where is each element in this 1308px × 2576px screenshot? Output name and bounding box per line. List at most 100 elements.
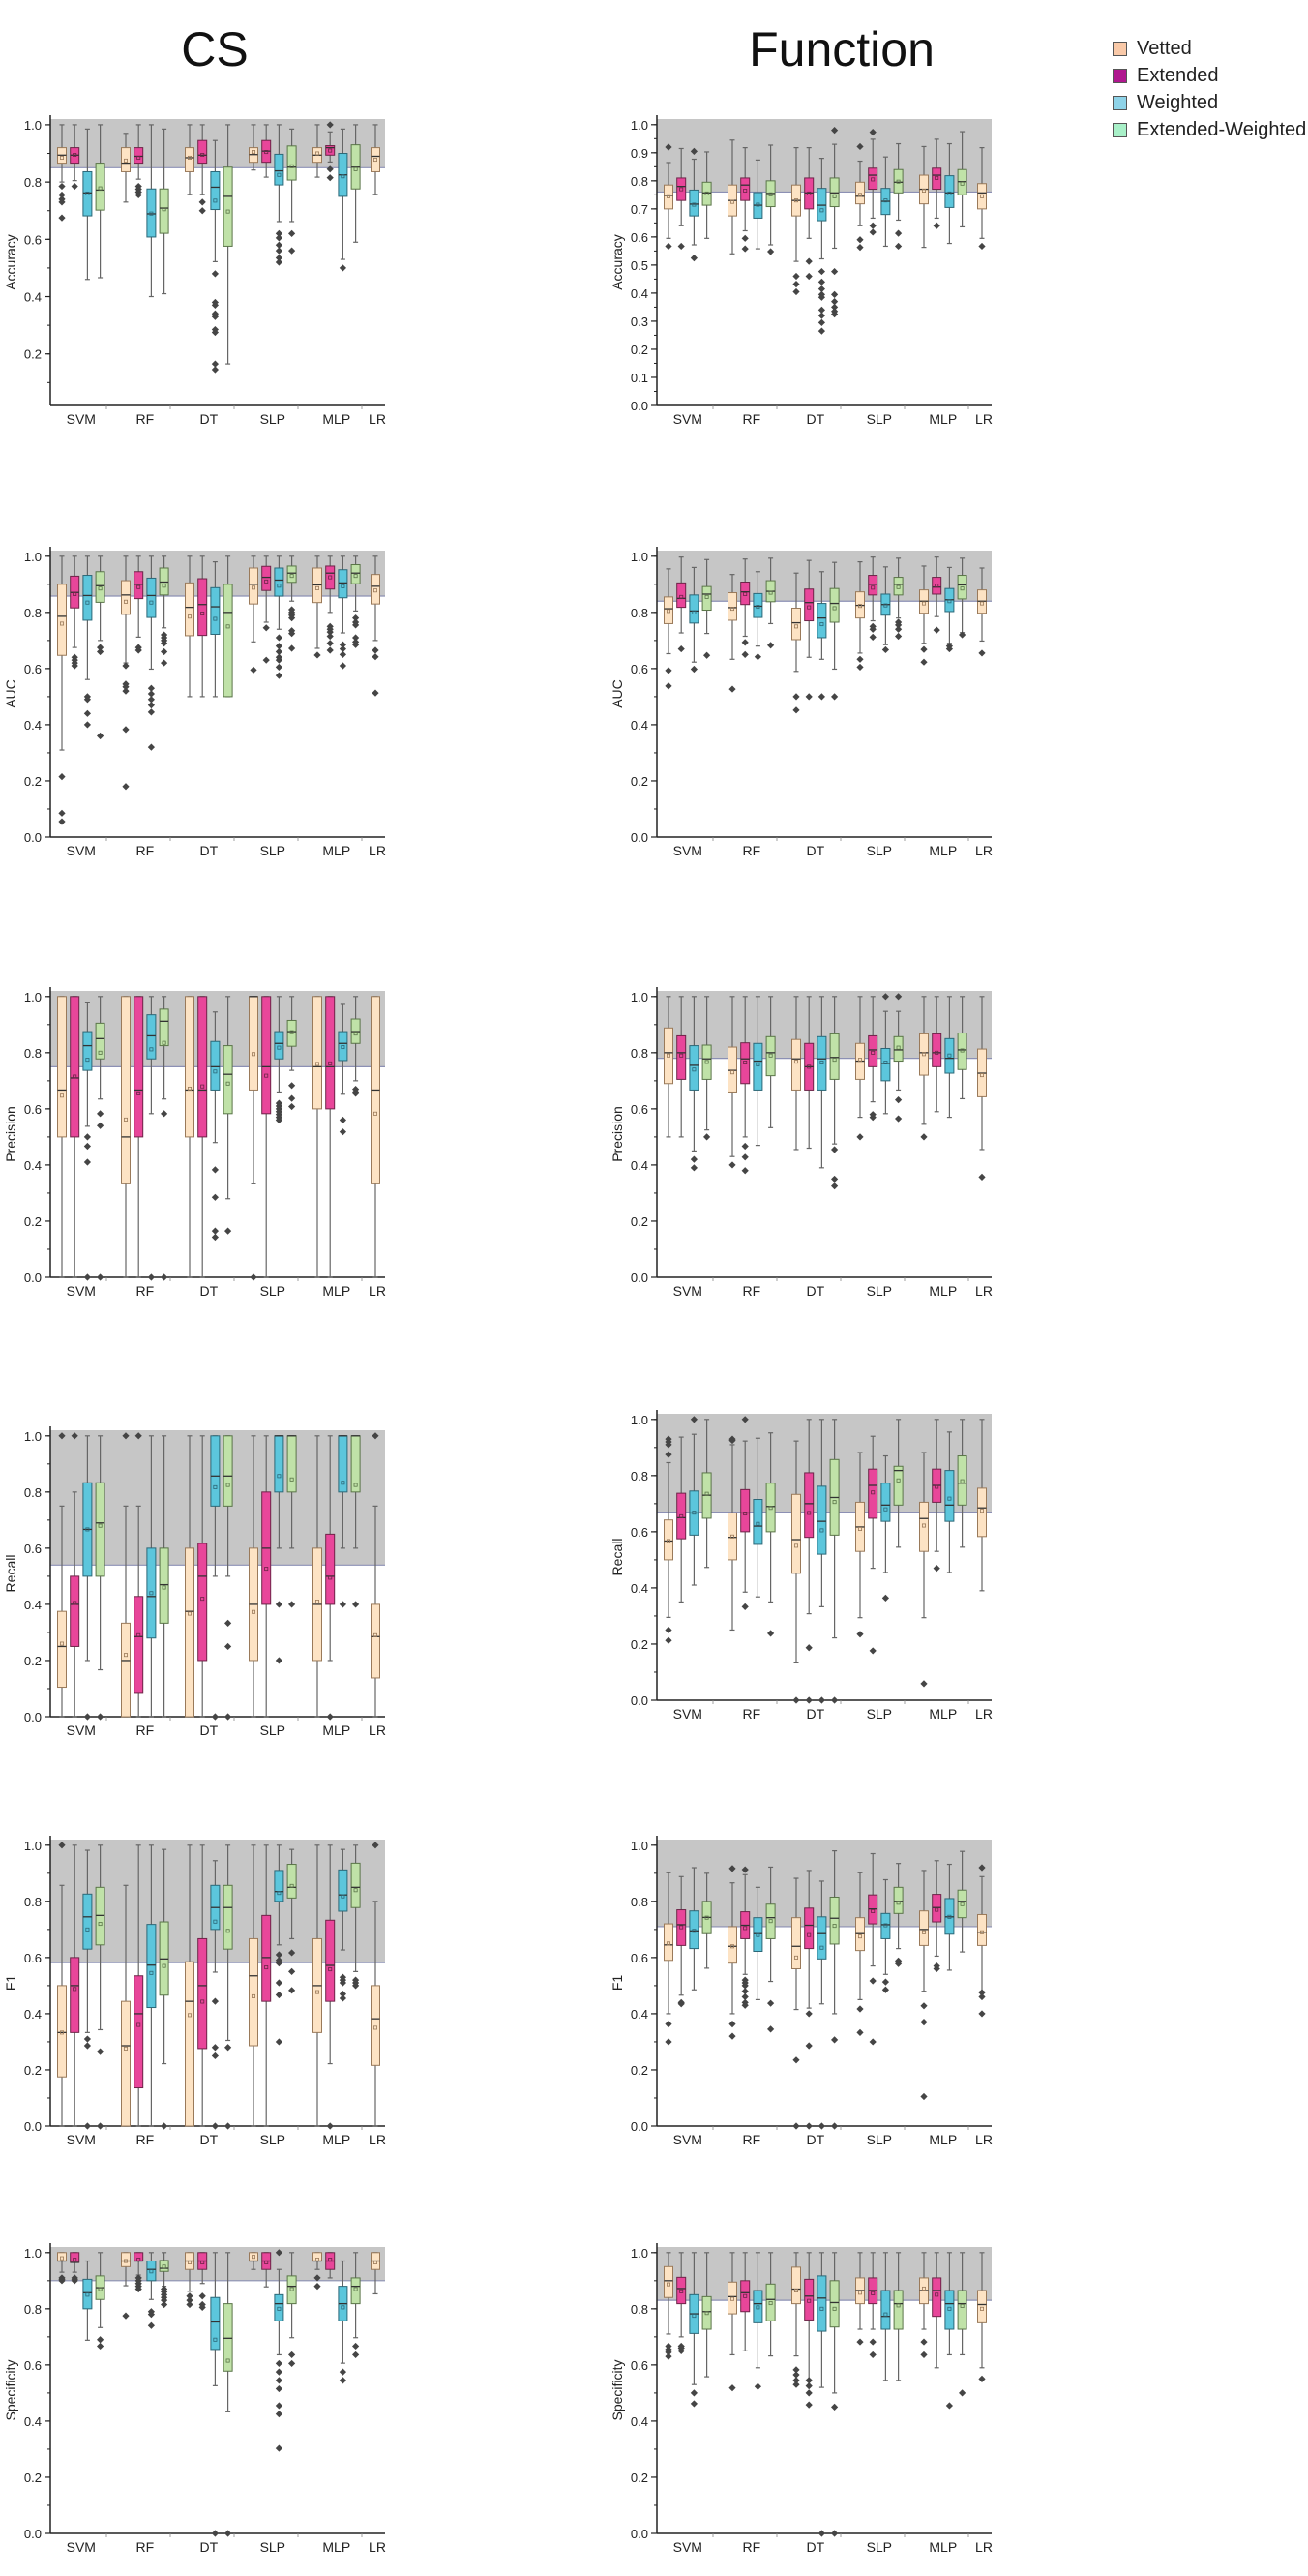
y-tick-label: 1.0 [24, 118, 42, 133]
outlier-point [83, 1713, 91, 1721]
outlier-point [978, 242, 986, 251]
outlier-point [97, 2336, 104, 2344]
y-tick-label: 1.0 [631, 990, 648, 1004]
y-tick-label: 1.0 [631, 550, 648, 564]
outlier-point [933, 1964, 940, 1973]
x-tick-label: DT [806, 411, 824, 427]
mean-marker [123, 158, 128, 163]
box-slp-extended-weighted [286, 1435, 297, 1608]
outlier-point [275, 2402, 282, 2410]
box-iqr [932, 167, 942, 191]
outlier-point [728, 2032, 736, 2040]
mean-marker [768, 1506, 773, 1511]
outlier-point [805, 2042, 813, 2050]
box-rf-extended-weighted [159, 996, 169, 1281]
outlier-point [288, 614, 296, 622]
outlier-point [313, 651, 321, 659]
box-iqr [121, 580, 131, 615]
box-mlp-extended-weighted [350, 1844, 361, 1990]
mean-marker [187, 614, 192, 619]
y-tick-label: 1.0 [24, 1839, 42, 1853]
box-iqr [325, 1919, 336, 2002]
box-iqr [274, 1031, 284, 1060]
box-mlp-weighted [944, 2252, 955, 2410]
outlier-point [895, 242, 903, 251]
outlier-point [869, 1647, 877, 1655]
mean-marker [768, 590, 773, 595]
outlier-point [97, 732, 104, 740]
outlier-point [161, 2296, 168, 2304]
box-iqr [185, 1547, 194, 1718]
mean-marker [947, 1914, 952, 1919]
box-dt-vetted [185, 1844, 194, 2127]
box-dt-vetted [791, 1877, 801, 2130]
box-iqr [804, 1472, 815, 1539]
x-tick-label: SVM [673, 411, 702, 427]
outlier-point [134, 191, 142, 199]
mean-marker [832, 2306, 837, 2311]
mean-marker [793, 1955, 798, 1960]
outlier-point [869, 2338, 877, 2346]
box-rf-extended [740, 2252, 751, 2351]
box-iqr [817, 1035, 827, 1091]
box-mlp-extended [932, 1419, 942, 1573]
mean-marker [328, 2258, 333, 2262]
mean-marker [353, 166, 358, 171]
outlier-point [211, 360, 219, 368]
box-rf-vetted [121, 1884, 131, 2127]
box-mlp-extended [325, 121, 336, 182]
mean-marker [328, 148, 333, 153]
outlier-point [856, 2338, 864, 2346]
box-mlp-extended-weighted [957, 557, 967, 639]
box-rf-vetted [728, 139, 737, 255]
box-mlp-extended-weighted [957, 2252, 967, 2397]
mean-marker [819, 622, 824, 627]
legend-item-extended-weighted: Extended-Weighted [1113, 116, 1306, 143]
box-iqr [676, 177, 687, 201]
outlier-point [741, 234, 749, 242]
box-lr-vetted [371, 555, 380, 697]
box-svm-extended-weighted [95, 124, 105, 279]
x-tick-label: MLP [929, 2539, 957, 2555]
y-tick-label: 0.6 [24, 1102, 42, 1117]
outlier-point [665, 2352, 672, 2360]
box-rf-weighted [753, 1886, 763, 2001]
outlier-point [690, 255, 698, 262]
box-dt-extended-weighted [223, 555, 233, 698]
box-iqr [210, 586, 221, 635]
mean-marker [200, 153, 205, 158]
x-tick-label: SVM [673, 843, 702, 858]
outlier-point [818, 267, 825, 276]
box-mlp-extended [932, 138, 942, 229]
mean-marker [960, 181, 965, 186]
outlier-point [97, 647, 104, 656]
y-tick-label: 0.6 [631, 2358, 648, 2373]
y-tick-label: 0.6 [24, 1542, 42, 1556]
box-iqr [676, 1909, 687, 1946]
outlier-point [920, 1680, 928, 1688]
box-mlp-extended-weighted [957, 1850, 967, 1953]
outlier-point [83, 1158, 91, 1166]
box-slp-weighted [880, 566, 891, 654]
x-tick-label: RF [742, 411, 760, 427]
box-mlp-vetted [312, 2252, 322, 2291]
outlier-point [275, 1601, 282, 1608]
mean-marker [85, 1927, 90, 1932]
y-tick-label: 0.2 [631, 2471, 648, 2485]
box-mlp-vetted [312, 1435, 322, 1718]
outlier-point [920, 2002, 928, 2010]
mean-marker [136, 1632, 141, 1637]
boxplot-function-recall: 0.0 0.2 0.4 0.6 0.8 1.0 Recall SVM RF DT SLP MLP LR [609, 1410, 993, 1722]
box-svm-weighted [82, 555, 93, 729]
y-axis-label: Recall [3, 1555, 18, 1593]
mean-marker [819, 2306, 824, 2311]
legend-label: Weighted [1137, 91, 1219, 113]
mean-marker [692, 2314, 697, 2319]
y-tick-label: 1.0 [24, 2246, 42, 2261]
boxplot-cs-recall: 0.0 0.2 0.4 0.6 0.8 1.0 Recall SVM RF DT SLP MLP LR [3, 1426, 386, 1738]
x-tick-label: RF [135, 411, 154, 427]
outlier-point [275, 1951, 282, 1959]
mean-marker [149, 1970, 154, 1975]
mean-marker [251, 585, 255, 590]
box-iqr [210, 2296, 221, 2351]
